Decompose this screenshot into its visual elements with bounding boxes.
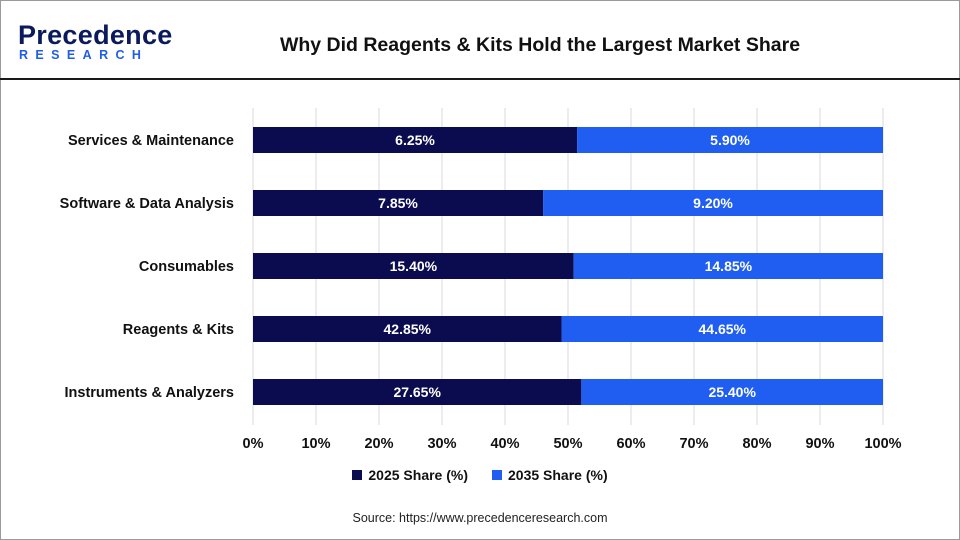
category-label: Services & Maintenance [68,133,234,149]
legend-label-2035: 2035 Share (%) [508,467,608,483]
bar-segment [577,127,883,153]
category-label: Software & Data Analysis [60,196,234,212]
chart-title: Why Did Reagents & Kits Hold the Largest… [279,34,801,56]
x-tick-label: 80% [742,436,771,452]
brand-logo[interactable]: Precedence RESEARCH [18,20,172,64]
legend-swatch-2025 [352,470,363,480]
bar-data-label: 27.65% [393,384,441,400]
legend-item-2025: 2025 Share (%) [352,467,468,483]
category-label: Reagents & Kits [123,322,234,338]
legend-item-2035: 2035 Share (%) [492,467,608,483]
bar-segment [253,127,578,153]
x-tick-label: 70% [679,436,708,452]
bar-data-label: 9.20% [693,195,733,211]
x-tick-label: 40% [490,436,519,452]
logo-word: Precedence [18,20,173,50]
bar-segment [253,316,562,342]
bar-data-label: 44.65% [699,321,747,337]
bar-segment [543,190,883,216]
bar-segment [561,316,883,342]
legend-swatch-2035 [492,470,502,480]
x-tick-label: 10% [301,436,330,452]
bar-data-label: 42.85% [384,321,432,337]
x-tick-label: 90% [805,436,834,452]
x-tick-label: 60% [616,436,645,452]
logo-subtitle: RESEARCH [19,48,149,62]
x-tick-label: 30% [427,436,456,452]
category-label: Consumables [139,259,234,275]
category-label: Instruments & Analyzers [65,385,234,401]
bar-data-label: 5.90% [710,132,750,148]
bar-segment [581,379,883,405]
header: Precedence RESEARCH Why Did Reagents & K… [0,0,960,80]
legend-label-2025: 2025 Share (%) [368,467,468,483]
bar-data-label: 15.40% [390,258,438,274]
source-note: Source: https://www.precedenceresearch.c… [352,511,608,525]
bar-data-label: 6.25% [395,132,435,148]
x-tick-label: 20% [364,436,393,452]
bar-data-label: 7.85% [378,195,418,211]
x-tick-label: 100% [864,436,901,452]
bar-segment [573,253,883,279]
x-tick-label: 0% [243,436,264,452]
x-tick-label: 50% [553,436,582,452]
bar-data-label: 25.40% [708,384,756,400]
legend: 2025 Share (%) 2035 Share (%) [0,467,960,483]
bar-data-label: 14.85% [705,258,753,274]
bar-segment [253,253,574,279]
bar-segment [253,379,582,405]
bar-segment [253,190,544,216]
